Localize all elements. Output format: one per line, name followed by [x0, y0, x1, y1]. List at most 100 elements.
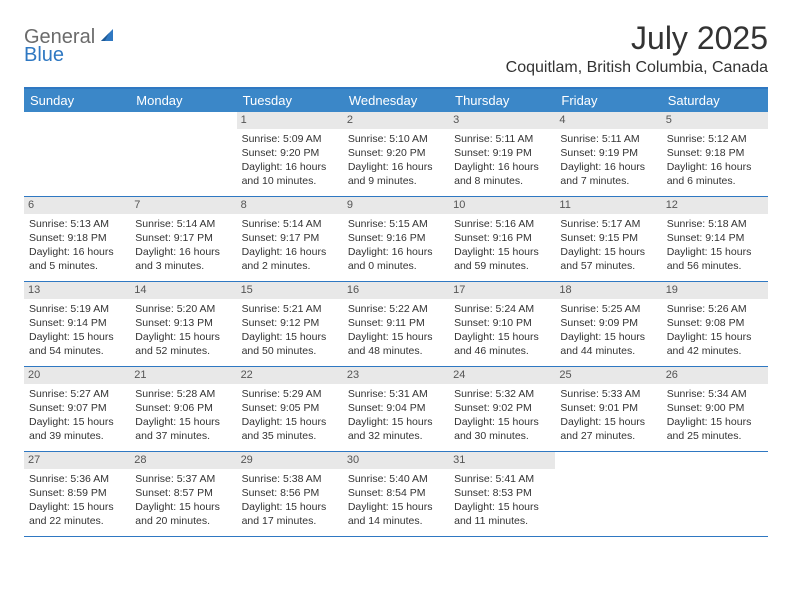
sunset-text: Sunset: 8:57 PM: [135, 486, 231, 500]
sunset-text: Sunset: 9:06 PM: [135, 401, 231, 415]
day-number: 28: [130, 452, 236, 469]
daylight-text: Daylight: 16 hours and 3 minutes.: [135, 245, 231, 273]
sunset-text: Sunset: 9:18 PM: [667, 146, 763, 160]
week-row: 13Sunrise: 5:19 AMSunset: 9:14 PMDayligh…: [24, 282, 768, 367]
sunset-text: Sunset: 9:08 PM: [667, 316, 763, 330]
daylight-text: Daylight: 15 hours and 56 minutes.: [667, 245, 763, 273]
sunset-text: Sunset: 9:05 PM: [242, 401, 338, 415]
day-number: 29: [237, 452, 343, 469]
sunset-text: Sunset: 9:16 PM: [348, 231, 444, 245]
day-number: 7: [130, 197, 236, 214]
sunrise-text: Sunrise: 5:15 AM: [348, 217, 444, 231]
sunset-text: Sunset: 9:20 PM: [348, 146, 444, 160]
sunset-text: Sunset: 9:20 PM: [242, 146, 338, 160]
calendar-cell: 16Sunrise: 5:22 AMSunset: 9:11 PMDayligh…: [343, 282, 449, 366]
day-number: 26: [662, 367, 768, 384]
day-number: 6: [24, 197, 130, 214]
sunrise-text: Sunrise: 5:41 AM: [454, 472, 550, 486]
day-number: 8: [237, 197, 343, 214]
sunrise-text: Sunrise: 5:25 AM: [560, 302, 656, 316]
calendar-cell-empty: [130, 112, 236, 196]
sunrise-text: Sunrise: 5:31 AM: [348, 387, 444, 401]
sunset-text: Sunset: 8:53 PM: [454, 486, 550, 500]
day-number: 1: [237, 112, 343, 129]
sunrise-text: Sunrise: 5:11 AM: [454, 132, 550, 146]
week-row: 1Sunrise: 5:09 AMSunset: 9:20 PMDaylight…: [24, 112, 768, 197]
daylight-text: Daylight: 16 hours and 0 minutes.: [348, 245, 444, 273]
day-number: 31: [449, 452, 555, 469]
daylight-text: Daylight: 16 hours and 5 minutes.: [29, 245, 125, 273]
daylight-text: Daylight: 15 hours and 20 minutes.: [135, 500, 231, 528]
sunset-text: Sunset: 9:19 PM: [454, 146, 550, 160]
day-number: 9: [343, 197, 449, 214]
sunrise-text: Sunrise: 5:18 AM: [667, 217, 763, 231]
sunset-text: Sunset: 9:09 PM: [560, 316, 656, 330]
day-number: 18: [555, 282, 661, 299]
calendar-cell: 5Sunrise: 5:12 AMSunset: 9:18 PMDaylight…: [662, 112, 768, 196]
calendar-cell: 28Sunrise: 5:37 AMSunset: 8:57 PMDayligh…: [130, 452, 236, 536]
calendar-cell: 30Sunrise: 5:40 AMSunset: 8:54 PMDayligh…: [343, 452, 449, 536]
daylight-text: Daylight: 15 hours and 52 minutes.: [135, 330, 231, 358]
daylight-text: Daylight: 16 hours and 2 minutes.: [242, 245, 338, 273]
calendar-cell: 18Sunrise: 5:25 AMSunset: 9:09 PMDayligh…: [555, 282, 661, 366]
sunrise-text: Sunrise: 5:12 AM: [667, 132, 763, 146]
daylight-text: Daylight: 15 hours and 50 minutes.: [242, 330, 338, 358]
sunset-text: Sunset: 9:02 PM: [454, 401, 550, 415]
daylight-text: Daylight: 15 hours and 57 minutes.: [560, 245, 656, 273]
daylight-text: Daylight: 15 hours and 42 minutes.: [667, 330, 763, 358]
calendar-cell: 17Sunrise: 5:24 AMSunset: 9:10 PMDayligh…: [449, 282, 555, 366]
calendar-cell: 22Sunrise: 5:29 AMSunset: 9:05 PMDayligh…: [237, 367, 343, 451]
daylight-text: Daylight: 15 hours and 11 minutes.: [454, 500, 550, 528]
sunrise-text: Sunrise: 5:13 AM: [29, 217, 125, 231]
day-header-monday: Monday: [130, 89, 236, 112]
sunrise-text: Sunrise: 5:38 AM: [242, 472, 338, 486]
daylight-text: Daylight: 15 hours and 37 minutes.: [135, 415, 231, 443]
calendar-cell: 20Sunrise: 5:27 AMSunset: 9:07 PMDayligh…: [24, 367, 130, 451]
sunset-text: Sunset: 9:16 PM: [454, 231, 550, 245]
calendar-cell: 26Sunrise: 5:34 AMSunset: 9:00 PMDayligh…: [662, 367, 768, 451]
logo-sail-icon: [99, 27, 119, 48]
calendar-cell: 19Sunrise: 5:26 AMSunset: 9:08 PMDayligh…: [662, 282, 768, 366]
calendar-cell: 29Sunrise: 5:38 AMSunset: 8:56 PMDayligh…: [237, 452, 343, 536]
daylight-text: Daylight: 16 hours and 7 minutes.: [560, 160, 656, 188]
calendar-cell: 12Sunrise: 5:18 AMSunset: 9:14 PMDayligh…: [662, 197, 768, 281]
day-number: 21: [130, 367, 236, 384]
calendar-cell: 23Sunrise: 5:31 AMSunset: 9:04 PMDayligh…: [343, 367, 449, 451]
sunset-text: Sunset: 9:14 PM: [667, 231, 763, 245]
sunrise-text: Sunrise: 5:36 AM: [29, 472, 125, 486]
calendar-cell: 25Sunrise: 5:33 AMSunset: 9:01 PMDayligh…: [555, 367, 661, 451]
calendar-cell-empty: [555, 452, 661, 536]
daylight-text: Daylight: 15 hours and 46 minutes.: [454, 330, 550, 358]
sunrise-text: Sunrise: 5:40 AM: [348, 472, 444, 486]
day-number: 23: [343, 367, 449, 384]
sunset-text: Sunset: 8:59 PM: [29, 486, 125, 500]
sunrise-text: Sunrise: 5:14 AM: [242, 217, 338, 231]
calendar-cell: 13Sunrise: 5:19 AMSunset: 9:14 PMDayligh…: [24, 282, 130, 366]
sunrise-text: Sunrise: 5:27 AM: [29, 387, 125, 401]
day-header-sunday: Sunday: [24, 89, 130, 112]
day-header-saturday: Saturday: [662, 89, 768, 112]
sunrise-text: Sunrise: 5:33 AM: [560, 387, 656, 401]
sunset-text: Sunset: 9:11 PM: [348, 316, 444, 330]
sunrise-text: Sunrise: 5:20 AM: [135, 302, 231, 316]
day-number: 3: [449, 112, 555, 129]
day-number: 2: [343, 112, 449, 129]
sunset-text: Sunset: 8:56 PM: [242, 486, 338, 500]
week-row: 6Sunrise: 5:13 AMSunset: 9:18 PMDaylight…: [24, 197, 768, 282]
day-number: 11: [555, 197, 661, 214]
sunrise-text: Sunrise: 5:09 AM: [242, 132, 338, 146]
sunrise-text: Sunrise: 5:29 AM: [242, 387, 338, 401]
calendar-cell: 9 Sunrise: 5:15 AMSunset: 9:16 PMDaylight…: [343, 197, 449, 281]
calendar-cell: 15Sunrise: 5:21 AMSunset: 9:12 PMDayligh…: [237, 282, 343, 366]
calendar-cell: 21Sunrise: 5:28 AMSunset: 9:06 PMDayligh…: [130, 367, 236, 451]
sunrise-text: Sunrise: 5:11 AM: [560, 132, 656, 146]
sunrise-text: Sunrise: 5:24 AM: [454, 302, 550, 316]
day-number: 14: [130, 282, 236, 299]
calendar-grid: SundayMondayTuesdayWednesdayThursdayFrid…: [24, 87, 768, 537]
calendar-cell: 11Sunrise: 5:17 AMSunset: 9:15 PMDayligh…: [555, 197, 661, 281]
day-header-wednesday: Wednesday: [343, 89, 449, 112]
logo-text-blue: Blue: [24, 44, 64, 66]
daylight-text: Daylight: 16 hours and 9 minutes.: [348, 160, 444, 188]
sunrise-text: Sunrise: 5:22 AM: [348, 302, 444, 316]
daylight-text: Daylight: 15 hours and 22 minutes.: [29, 500, 125, 528]
